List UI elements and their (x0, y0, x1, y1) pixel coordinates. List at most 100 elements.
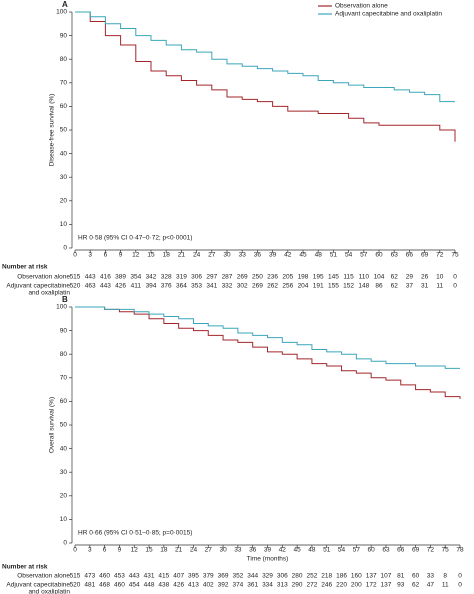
x-tick-label: 12 (132, 252, 140, 259)
legend-label: Adjuvant capecitabine and oxaliplatin (335, 11, 442, 18)
risk-value: 379 (203, 573, 214, 580)
x-tick-label: 9 (119, 252, 123, 259)
panel-label: A (62, 0, 68, 9)
risk-value: 62 (391, 283, 399, 290)
x-tick-label: 6 (104, 252, 108, 259)
risk-value: 115 (343, 274, 354, 281)
y-tick-label: 70 (60, 375, 68, 382)
risk-value: 354 (130, 274, 141, 281)
risk-value: 218 (321, 573, 332, 580)
risk-value: 155 (328, 283, 339, 290)
risk-value: 60 (412, 573, 420, 580)
risk-value: 246 (321, 582, 332, 589)
risk-value: 415 (158, 573, 169, 580)
risk-value: 426 (173, 582, 184, 589)
legend-label: Observation alone (335, 3, 388, 10)
risk-value: 137 (366, 573, 377, 580)
x-tick-label: 63 (391, 252, 399, 259)
y-tick-label: 90 (60, 32, 68, 39)
y-tick-label: 100 (56, 304, 67, 311)
x-tick-label: 0 (73, 252, 77, 259)
risk-value: 11 (436, 283, 443, 290)
x-axis-label: Time (months) (247, 556, 289, 563)
x-tick-label: 57 (353, 547, 361, 554)
x-tick-label: 45 (299, 252, 307, 259)
risk-value: 107 (381, 573, 392, 580)
y-tick-label: 100 (56, 9, 67, 16)
risk-value: 454 (129, 582, 140, 589)
x-tick-label: 42 (284, 252, 292, 259)
x-tick-label: 42 (279, 547, 287, 554)
risk-value: 37 (406, 283, 414, 290)
y-tick-label: 10 (60, 221, 68, 228)
risk-value: 31 (421, 283, 429, 290)
risk-value: 460 (99, 573, 110, 580)
x-tick-label: 3 (88, 252, 92, 259)
risk-value: 426 (115, 283, 126, 290)
risk-value: 468 (99, 582, 110, 589)
x-tick-label: 39 (269, 252, 277, 259)
risk-value: 520 (70, 582, 81, 589)
risk-value: 269 (237, 274, 248, 281)
risk-value: 481 (84, 582, 95, 589)
risk-value: 438 (158, 582, 169, 589)
risk-value: 319 (176, 274, 187, 281)
y-tick-label: 30 (60, 469, 68, 476)
annotation: HR 0·66 (95% CI 0·51–0·85; p=0·0015) (78, 530, 192, 537)
x-tick-label: 72 (436, 252, 444, 259)
risk-value: 334 (262, 582, 273, 589)
risk-value: 395 (188, 573, 199, 580)
x-tick-label: 36 (254, 252, 262, 259)
risk-value: 313 (277, 582, 288, 589)
risk-value: 473 (84, 573, 95, 580)
risk-value: 0 (458, 582, 462, 589)
risk-value: 443 (100, 283, 111, 290)
risk-value: 220 (336, 582, 347, 589)
x-tick-label: 9 (118, 547, 122, 554)
y-tick-label: 20 (60, 198, 68, 205)
risk-row-label: and oxaliplatin (28, 290, 70, 297)
y-axis-label: Overall survival (%) (49, 397, 56, 453)
x-tick-label: 75 (442, 547, 450, 554)
x-tick-label: 60 (368, 547, 376, 554)
survival-curve (75, 306, 460, 369)
risk-table-title: Number at risk (2, 264, 48, 271)
x-tick-label: 72 (427, 547, 435, 554)
risk-value: 256 (282, 283, 293, 290)
risk-value: 250 (252, 274, 263, 281)
risk-value: 361 (247, 582, 258, 589)
survival-curve (75, 306, 461, 400)
x-tick-label: 21 (178, 252, 186, 259)
risk-value: 328 (161, 274, 172, 281)
risk-value: 11 (442, 582, 449, 589)
risk-row-label: Observation alone (17, 573, 70, 580)
annotation: HR 0·58 (95% CI 0·47–0·72; p<0·0001) (78, 235, 192, 242)
y-tick-label: 50 (60, 422, 68, 429)
risk-value: 269 (252, 283, 263, 290)
risk-value: 86 (375, 283, 383, 290)
risk-value: 389 (115, 274, 126, 281)
risk-value: 376 (161, 283, 172, 290)
risk-value: 172 (366, 582, 377, 589)
risk-value: 152 (343, 283, 354, 290)
risk-value: 93 (397, 582, 405, 589)
y-axis-label: Disease-free survival (%) (49, 94, 56, 167)
risk-value: 460 (114, 582, 125, 589)
risk-row-label: and oxaliplatin (28, 589, 70, 594)
risk-value: 374 (232, 582, 243, 589)
x-tick-label: 54 (338, 547, 346, 554)
x-tick-label: 33 (239, 252, 247, 259)
risk-value: 302 (237, 283, 248, 290)
risk-value: 342 (146, 274, 157, 281)
risk-value: 453 (114, 573, 125, 580)
x-tick-label: 51 (330, 252, 338, 259)
x-tick-label: 57 (360, 252, 368, 259)
y-tick-label: 50 (60, 127, 68, 134)
y-tick-label: 0 (63, 540, 67, 547)
risk-value: 515 (70, 573, 81, 580)
risk-value: 329 (262, 573, 273, 580)
risk-table-title: Number at risk (2, 564, 48, 571)
x-tick-label: 27 (205, 547, 213, 554)
risk-value: 200 (351, 582, 362, 589)
risk-value: 0 (458, 573, 462, 580)
